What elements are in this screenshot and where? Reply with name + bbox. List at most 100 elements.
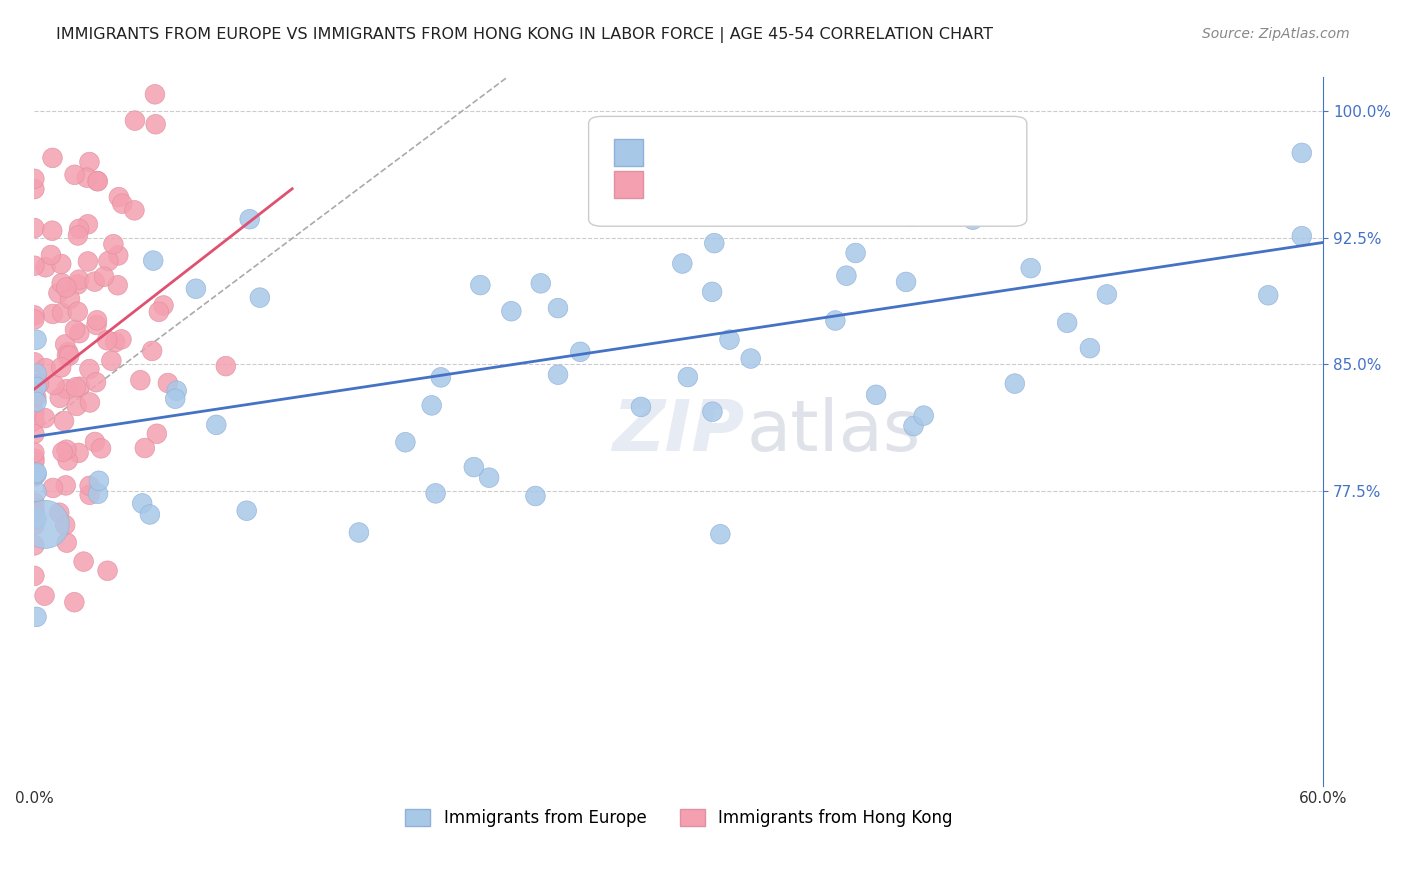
Immigrants from Hong Kong (66, 399, 89, 413)
Immigrants from Hong Kong (51, 257, 73, 271)
Immigrants from Hong Kong (22, 390, 45, 404)
Immigrants from Hong Kong (79, 155, 101, 169)
Immigrants from Hong Kong (79, 395, 101, 409)
Immigrants from Hong Kong (22, 496, 45, 510)
Immigrants from Hong Kong (63, 168, 86, 182)
Immigrants from Hong Kong (86, 174, 108, 188)
Immigrants from Europe (1078, 341, 1101, 355)
Immigrants from Hong Kong (63, 323, 86, 337)
Immigrants from Hong Kong (156, 376, 179, 390)
Immigrants from Hong Kong (56, 349, 79, 363)
Immigrants from Europe (25, 333, 48, 347)
Immigrants from Europe (166, 384, 188, 398)
Immigrants from Hong Kong (28, 376, 51, 391)
Text: ZIP: ZIP (613, 397, 745, 467)
Immigrants from Hong Kong (34, 589, 56, 603)
Immigrants from Europe (865, 388, 887, 402)
Immigrants from Hong Kong (22, 355, 45, 369)
Immigrants from Hong Kong (67, 273, 90, 287)
Immigrants from Hong Kong (53, 337, 76, 351)
Immigrants from Hong Kong (48, 286, 70, 301)
Immigrants from Hong Kong (22, 413, 45, 427)
Text: IMMIGRANTS FROM EUROPE VS IMMIGRANTS FROM HONG KONG IN LABOR FORCE | AGE 45-54 C: IMMIGRANTS FROM EUROPE VS IMMIGRANTS FRO… (56, 27, 993, 43)
Immigrants from Hong Kong (96, 334, 118, 348)
Immigrants from Europe (470, 278, 492, 293)
Immigrants from Europe (25, 511, 48, 525)
Immigrants from Europe (740, 351, 762, 366)
FancyBboxPatch shape (589, 116, 1026, 227)
Immigrants from Europe (25, 395, 48, 409)
Immigrants from Europe (671, 256, 693, 270)
Immigrants from Europe (249, 291, 271, 305)
Immigrants from Hong Kong (152, 298, 174, 312)
Immigrants from Hong Kong (66, 277, 89, 292)
Immigrants from Hong Kong (107, 248, 129, 262)
Immigrants from Hong Kong (129, 373, 152, 387)
Immigrants from Hong Kong (55, 478, 77, 492)
Immigrants from Hong Kong (22, 518, 45, 533)
Immigrants from Hong Kong (39, 248, 62, 262)
Immigrants from Europe (25, 484, 48, 499)
Immigrants from Europe (709, 527, 731, 541)
Immigrants from Europe (1095, 287, 1118, 301)
Immigrants from Hong Kong (76, 170, 98, 185)
Immigrants from Europe (420, 398, 443, 412)
Bar (614, 171, 643, 198)
Immigrants from Hong Kong (83, 275, 105, 289)
Immigrants from Hong Kong (79, 362, 101, 376)
Immigrants from Europe (845, 246, 868, 260)
Immigrants from Hong Kong (59, 292, 82, 306)
Immigrants from Hong Kong (48, 391, 70, 405)
Immigrants from Hong Kong (22, 259, 45, 273)
Immigrants from Hong Kong (215, 359, 238, 373)
Immigrants from Europe (139, 508, 162, 522)
Immigrants from Hong Kong (22, 505, 45, 519)
Immigrants from Hong Kong (25, 390, 48, 404)
Immigrants from Hong Kong (77, 217, 100, 231)
Immigrants from Hong Kong (53, 518, 76, 533)
Immigrants from Hong Kong (55, 535, 77, 549)
Immigrants from Hong Kong (63, 595, 86, 609)
Immigrants from Hong Kong (22, 451, 45, 466)
Immigrants from Europe (430, 370, 453, 384)
Immigrants from Europe (25, 610, 48, 624)
Immigrants from Hong Kong (72, 555, 94, 569)
Immigrants from Europe (184, 282, 207, 296)
Text: Source: ZipAtlas.com: Source: ZipAtlas.com (1202, 27, 1350, 41)
Bar (614, 139, 643, 166)
Immigrants from Hong Kong (134, 441, 156, 455)
Immigrants from Europe (1291, 229, 1313, 244)
Immigrants from Hong Kong (41, 224, 63, 238)
Immigrants from Hong Kong (111, 196, 134, 211)
Immigrants from Hong Kong (141, 343, 163, 358)
Immigrants from Europe (25, 467, 48, 482)
Immigrants from Hong Kong (90, 442, 112, 456)
Immigrants from Hong Kong (48, 506, 70, 520)
Immigrants from Europe (501, 304, 523, 318)
Immigrants from Europe (347, 525, 370, 540)
Immigrants from Hong Kong (110, 332, 132, 346)
Immigrants from Hong Kong (108, 190, 131, 204)
Immigrants from Hong Kong (69, 380, 91, 394)
Immigrants from Europe (25, 367, 48, 381)
Immigrants from Hong Kong (22, 182, 45, 196)
Immigrants from Hong Kong (22, 469, 45, 483)
Immigrants from Hong Kong (56, 345, 79, 359)
Immigrants from Europe (425, 486, 447, 500)
Immigrants from Europe (165, 392, 187, 406)
Immigrants from Europe (894, 275, 917, 289)
Immigrants from Europe (835, 268, 858, 283)
Immigrants from Hong Kong (143, 87, 166, 102)
Immigrants from Hong Kong (87, 174, 110, 188)
Immigrants from Europe (718, 333, 741, 347)
Immigrants from Hong Kong (22, 538, 45, 552)
Immigrants from Europe (478, 471, 501, 485)
Immigrants from Hong Kong (96, 564, 118, 578)
Immigrants from Europe (1019, 261, 1042, 276)
Immigrants from Europe (676, 370, 699, 384)
Text: N = 63: N = 63 (834, 148, 901, 166)
Immigrants from Hong Kong (22, 171, 45, 186)
Immigrants from Hong Kong (34, 260, 56, 275)
Immigrants from Hong Kong (22, 376, 45, 391)
Immigrants from Europe (700, 285, 723, 299)
